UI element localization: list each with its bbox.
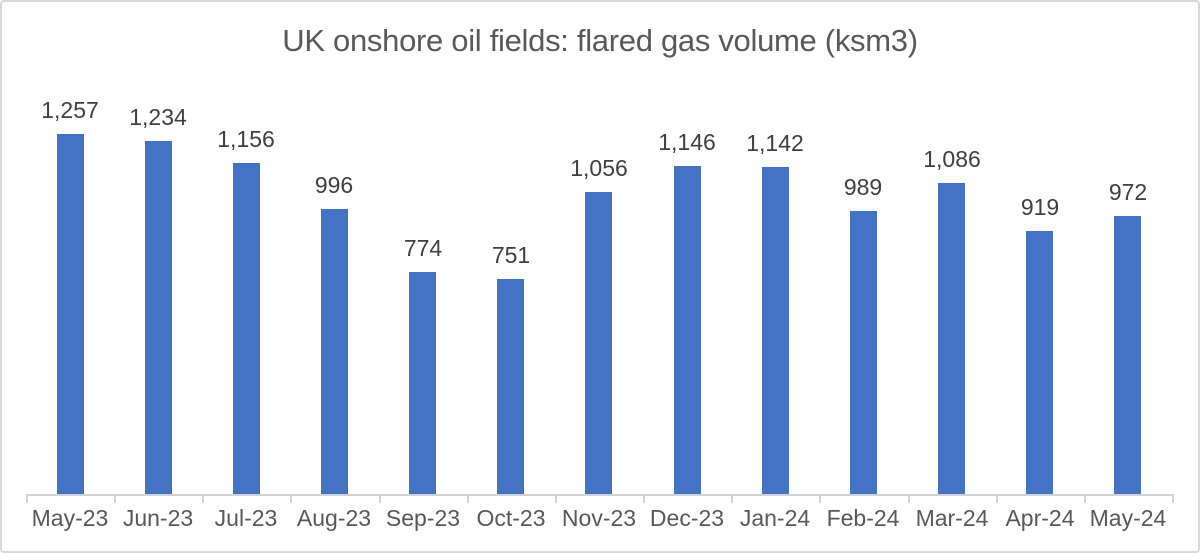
x-axis-tick bbox=[379, 494, 381, 503]
bar bbox=[233, 163, 260, 494]
x-axis-tick-label: Dec-23 bbox=[649, 505, 725, 531]
x-axis-tick-label: Apr-24 bbox=[1005, 505, 1075, 531]
bar-value-label: 1,156 bbox=[217, 126, 275, 152]
x-axis-tick bbox=[114, 494, 116, 503]
x-axis-tick-label: May-23 bbox=[31, 505, 109, 531]
x-axis-tick-label: Jun-23 bbox=[122, 505, 194, 531]
x-axis-tick-label: Nov-23 bbox=[561, 505, 637, 531]
x-axis-tick-label: Jan-24 bbox=[739, 505, 811, 531]
x-axis-tick-label: Sep-23 bbox=[385, 505, 461, 531]
bar bbox=[762, 167, 789, 494]
bar-value-label: 751 bbox=[491, 242, 531, 268]
x-axis-tick-label: May-24 bbox=[1089, 505, 1167, 531]
bar bbox=[674, 166, 701, 494]
x-axis-tick-label: Jul-23 bbox=[214, 505, 278, 531]
chart-title: UK onshore oil fields: flared gas volume… bbox=[282, 23, 918, 58]
x-axis-tick bbox=[1084, 494, 1086, 503]
bar-value-label: 1,142 bbox=[746, 130, 804, 156]
bar bbox=[585, 192, 612, 494]
x-axis-tick-label: Mar-24 bbox=[915, 505, 989, 531]
bar bbox=[1026, 231, 1053, 494]
x-axis-tick-label: Feb-24 bbox=[826, 505, 900, 531]
bar bbox=[497, 279, 524, 494]
bar bbox=[321, 209, 348, 494]
bar bbox=[850, 211, 877, 494]
x-axis-tick bbox=[26, 494, 28, 503]
x-axis-line bbox=[26, 494, 1174, 496]
bar-value-label: 1,234 bbox=[129, 104, 187, 130]
bar-value-label: 1,056 bbox=[570, 155, 628, 181]
bar-value-label: 1,146 bbox=[658, 129, 716, 155]
bar-value-label: 989 bbox=[843, 174, 883, 200]
x-axis-tick bbox=[202, 494, 204, 503]
x-axis-tick-label: Aug-23 bbox=[296, 505, 372, 531]
x-axis-tick bbox=[731, 494, 733, 503]
x-axis-tick bbox=[996, 494, 998, 503]
x-axis-tick-label: Oct-23 bbox=[476, 505, 546, 531]
bar bbox=[1114, 216, 1141, 494]
x-axis-tick bbox=[467, 494, 469, 503]
bar-value-label: 774 bbox=[403, 235, 443, 261]
bar bbox=[57, 134, 84, 494]
x-axis-tick bbox=[819, 494, 821, 503]
x-axis-tick bbox=[643, 494, 645, 503]
bar-value-label: 919 bbox=[1020, 194, 1060, 220]
x-axis-tick bbox=[908, 494, 910, 503]
x-axis-tick bbox=[290, 494, 292, 503]
bar-value-label: 972 bbox=[1108, 179, 1148, 205]
bar-value-label: 1,086 bbox=[923, 146, 981, 172]
x-axis-tick bbox=[1172, 494, 1174, 503]
bar bbox=[145, 141, 172, 494]
bar-value-label: 996 bbox=[314, 172, 354, 198]
x-axis-tick bbox=[555, 494, 557, 503]
bar-value-label: 1,257 bbox=[41, 97, 99, 123]
bar bbox=[938, 183, 965, 494]
bar bbox=[409, 272, 436, 494]
